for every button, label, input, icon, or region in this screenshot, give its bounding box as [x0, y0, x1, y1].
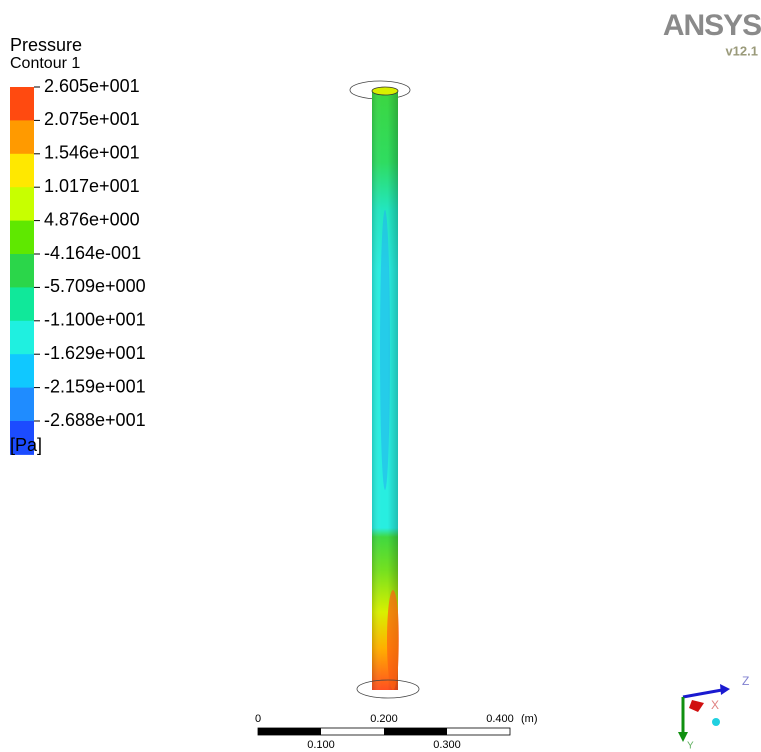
scale-label: 0.400 — [486, 713, 514, 725]
legend-swatch — [10, 388, 34, 422]
contour-band — [387, 590, 399, 690]
legend-label: -5.709e+000 — [44, 276, 146, 296]
legend-label: -2.159e+001 — [44, 376, 146, 396]
scale-segment — [258, 728, 321, 735]
legend-label: 4.876e+000 — [44, 209, 140, 229]
legend-label: 2.605e+001 — [44, 76, 140, 96]
legend-label: -1.100e+001 — [44, 310, 146, 330]
legend-label: -2.688e+001 — [44, 410, 146, 430]
legend-title: Pressure — [10, 35, 82, 55]
logo: ANSYS — [663, 9, 761, 42]
legend-label: 1.017e+001 — [44, 176, 140, 196]
legend-subtitle: Contour 1 — [10, 55, 80, 72]
legend-swatch — [10, 187, 34, 221]
legend-swatch — [10, 221, 34, 255]
legend-swatch — [10, 287, 34, 321]
legend: 2.605e+001 2.075e+001 1.546e+001 1.017e+001… — [10, 76, 146, 455]
pipe-inlet — [372, 87, 398, 95]
render: Pressure Contour 1 2.605e+001 2.075e+001 1… — [0, 0, 761, 752]
legend-swatch — [10, 254, 34, 288]
axis-x — [689, 700, 704, 712]
legend-label: -1.629e+001 — [44, 343, 146, 363]
axis-z-head — [720, 684, 730, 695]
axis-sphere — [712, 718, 720, 726]
legend-swatch — [10, 354, 34, 388]
legend-swatch — [10, 87, 34, 121]
contour-band — [380, 210, 390, 490]
axis-label: X — [711, 698, 719, 712]
scale-segment — [384, 728, 447, 735]
axis-label: Z — [742, 674, 749, 688]
scale-label: 0.200 — [370, 713, 398, 725]
scale-label: 0 — [255, 713, 261, 725]
legend-label: -4.164e-001 — [44, 243, 141, 263]
viewport: Pressure Contour 1 2.605e+001 2.075e+001 1… — [0, 0, 761, 752]
legend-label: 1.546e+001 — [44, 143, 140, 163]
scale-unit: (m) — [521, 713, 538, 725]
legend-swatch — [10, 321, 34, 355]
axis-label: Y — [687, 741, 694, 752]
scale-label: 0.300 — [433, 739, 461, 751]
legend-unit: [Pa] — [10, 435, 42, 455]
legend-label: 2.075e+001 — [44, 109, 140, 129]
legend-swatch — [10, 120, 34, 154]
legend-swatch — [10, 154, 34, 188]
logo-version: v12.1 — [725, 43, 758, 58]
axis-z — [683, 690, 722, 697]
scale-label: 0.100 — [307, 739, 335, 751]
